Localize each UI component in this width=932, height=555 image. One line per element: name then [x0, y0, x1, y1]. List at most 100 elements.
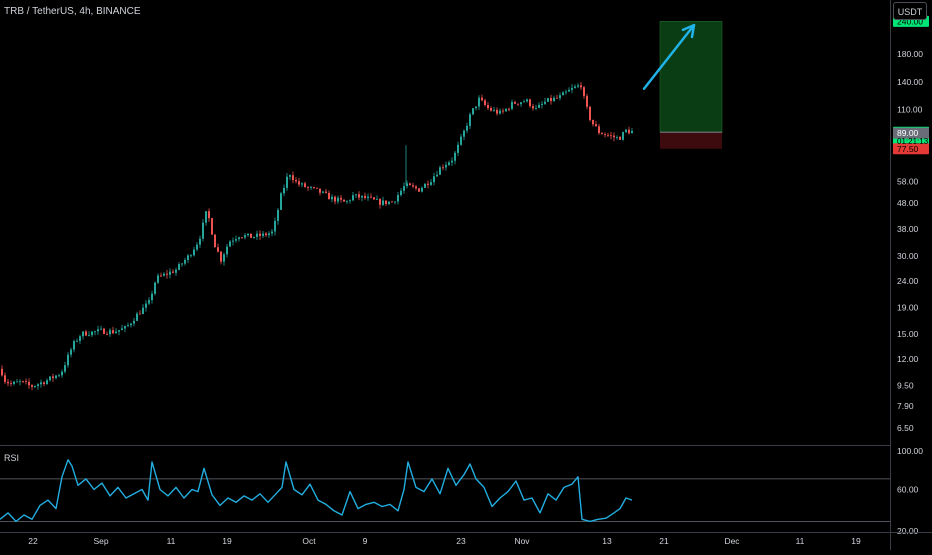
- candle-body: [100, 328, 102, 330]
- candle-body: [613, 135, 615, 138]
- candle-body: [583, 87, 585, 96]
- candle-body: [271, 231, 273, 234]
- candle-body: [448, 162, 450, 165]
- candle-body: [184, 259, 186, 264]
- time-axis-tick: 9: [363, 536, 368, 546]
- price-axis-tick: 19.00: [897, 302, 919, 312]
- candle-body: [355, 194, 357, 196]
- candle-body: [118, 330, 120, 332]
- candle-body: [433, 176, 435, 183]
- candle-body: [421, 187, 423, 192]
- candle-body: [316, 187, 318, 189]
- candle-body: [382, 200, 384, 205]
- candle-body: [229, 241, 231, 247]
- candle-body: [175, 269, 177, 273]
- candle-body: [502, 110, 504, 112]
- candle-body: [13, 381, 15, 384]
- candle-body: [106, 333, 108, 335]
- time-axis-tick: 23: [456, 536, 466, 546]
- candle-body: [142, 307, 144, 315]
- time-axis-tick: 11: [167, 536, 176, 546]
- candle-body: [319, 188, 321, 193]
- candle-body: [301, 183, 303, 185]
- candle-body: [457, 144, 459, 153]
- candle-body: [124, 326, 126, 329]
- candle-body: [415, 186, 417, 189]
- candle-body: [28, 381, 30, 386]
- time-axis-tick: 19: [222, 536, 232, 546]
- candle-body: [562, 92, 564, 96]
- candle-body: [58, 375, 60, 377]
- candle-body: [475, 106, 477, 109]
- candle-body: [601, 133, 603, 135]
- candle-body: [442, 167, 444, 169]
- candle-body: [436, 174, 438, 177]
- candle-body: [376, 199, 378, 200]
- candle-body: [532, 106, 534, 109]
- candle-body: [394, 201, 396, 203]
- candle-body: [235, 239, 237, 241]
- candle-body: [130, 323, 132, 326]
- candle-body: [580, 85, 582, 88]
- candle-body: [34, 385, 36, 387]
- candle-body: [310, 187, 312, 188]
- candle-body: [64, 365, 66, 372]
- price-tag-label: 77.50: [897, 144, 919, 154]
- candle-body: [169, 271, 171, 275]
- candle-body: [490, 108, 492, 111]
- candle-body: [460, 136, 462, 145]
- candle-body: [571, 87, 573, 90]
- candle-body: [523, 101, 525, 103]
- candle-body: [430, 182, 432, 185]
- candle-body: [127, 325, 129, 327]
- candle-body: [610, 135, 612, 137]
- candle-body: [232, 240, 234, 242]
- candle-body: [553, 97, 555, 102]
- candle-body: [19, 381, 21, 382]
- candle-body: [349, 200, 351, 202]
- candle-body: [67, 354, 69, 366]
- time-axis-tick: Sep: [93, 536, 108, 546]
- candle-body: [331, 196, 333, 200]
- time-axis-tick: Nov: [514, 536, 530, 546]
- candle-body: [307, 187, 309, 188]
- currency-button[interactable]: USDT: [893, 2, 927, 20]
- candle-body: [520, 102, 522, 105]
- candle-body: [163, 273, 165, 276]
- trend-arrow-line: [642, 23, 696, 90]
- candle-body: [37, 384, 39, 386]
- candle-body: [478, 97, 480, 107]
- candle-body: [631, 131, 633, 134]
- candle-body: [31, 385, 33, 387]
- price-axis-tick: 12.00: [897, 354, 919, 364]
- candle-body: [604, 134, 606, 135]
- candle-body: [280, 193, 282, 210]
- candle-body: [238, 237, 240, 240]
- candle-body: [85, 331, 87, 336]
- rsi-line: [0, 459, 633, 523]
- candle-body: [367, 196, 369, 199]
- price-axis-tick: 6.50: [897, 423, 914, 433]
- candle-body: [259, 233, 261, 236]
- candle-body: [223, 254, 225, 262]
- time-axis-tick: Oct: [302, 536, 316, 546]
- candle-body: [496, 109, 498, 114]
- candle-body: [418, 188, 420, 192]
- candle-body: [556, 97, 558, 99]
- candle-body: [1, 368, 3, 376]
- candle-body: [535, 107, 537, 109]
- candle-body: [508, 108, 510, 110]
- candle-body: [598, 126, 600, 134]
- candle-body: [424, 183, 426, 188]
- candle-body: [541, 103, 543, 105]
- candle-body: [547, 98, 549, 102]
- candle-body: [370, 196, 372, 198]
- candle-body: [625, 129, 627, 133]
- candle-body: [505, 108, 507, 112]
- candle-body: [157, 275, 159, 283]
- candle-body: [121, 328, 123, 331]
- candle-body: [181, 263, 183, 265]
- candle-body: [385, 200, 387, 205]
